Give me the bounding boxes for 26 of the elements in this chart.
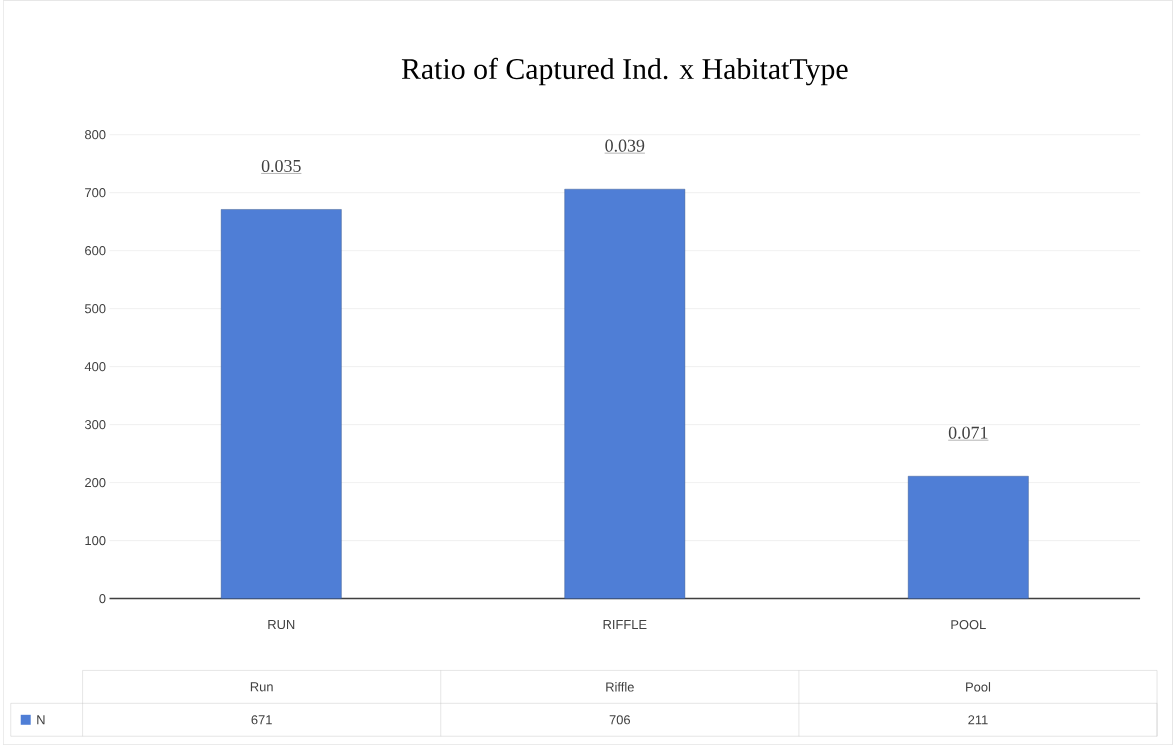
y-tick-label: 300	[84, 419, 106, 430]
bar	[907, 475, 1029, 599]
y-tick-label: 500	[84, 303, 106, 314]
text: Pool	[966, 682, 991, 692]
x-tick-label: RUN	[268, 619, 295, 629]
y-tick-label: 200	[85, 477, 106, 488]
text: Riffle	[606, 682, 634, 692]
x-tick-label: RIFFLE	[603, 619, 647, 629]
legend-label: N	[37, 715, 45, 725]
annotation: 0.035	[261, 159, 301, 172]
y-tick-label: 100	[85, 535, 106, 546]
data-label: 211	[968, 715, 988, 725]
data-label: 706	[609, 715, 631, 725]
x-tick-label: POOL	[951, 619, 986, 630]
bar	[564, 188, 686, 599]
annotation: 0.071	[948, 426, 988, 439]
y-tick-label: 700	[85, 187, 106, 198]
chart-title: Ratio of Captured Ind. x HabitatType	[401, 57, 848, 86]
annotation: 0.039	[605, 139, 645, 152]
bar	[220, 209, 342, 599]
y-tick-label: 0	[99, 593, 106, 604]
y-tick-label: 400	[84, 361, 106, 372]
data-label: 671	[251, 715, 272, 725]
y-tick-label: 600	[85, 245, 106, 256]
text: Run	[250, 682, 273, 692]
y-tick-label: 800	[85, 129, 106, 140]
